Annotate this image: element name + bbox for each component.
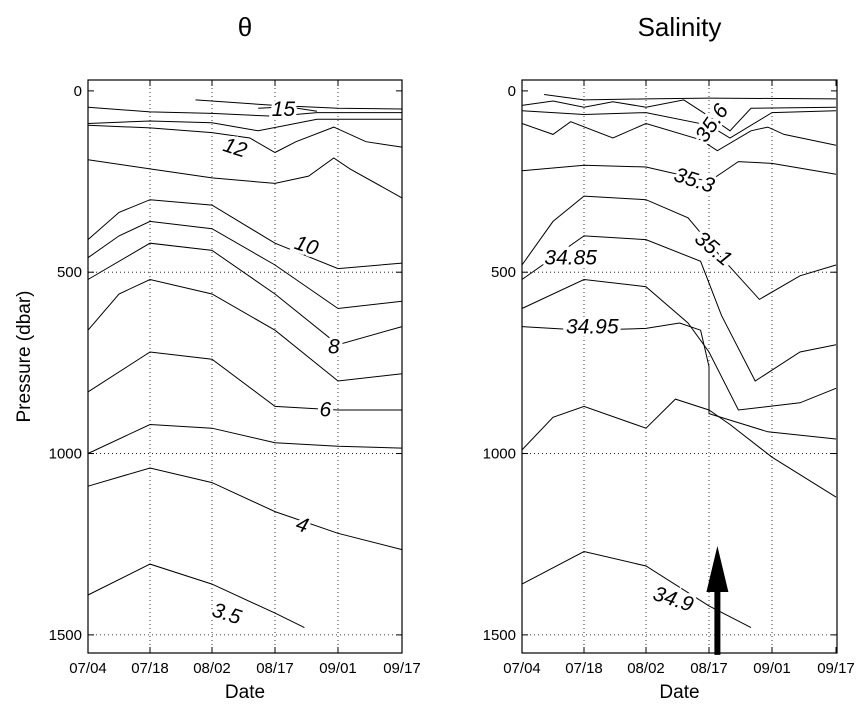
contour-line-35.3 [521,161,837,183]
plot-frame [87,79,403,654]
y-tick-label: 1000 [483,446,516,463]
contour-label: 4 [293,512,311,537]
contour-line-10 [87,199,403,270]
x-tick-label: 07/04 [503,660,541,677]
chart-title: Salinity [638,12,722,42]
contour-line-15 [195,99,403,110]
y-axis-label: Pressure (dbar) [14,291,35,423]
y-tick-label: 0 [508,83,516,100]
contour-label: 34.9 [650,582,696,617]
contour-line-35.4 [521,121,837,152]
contour-line-34.92 [521,398,837,498]
contour-line-6 [87,351,402,411]
contour-line-13 [87,118,402,132]
contour-line-35.7 [544,94,837,101]
x-tick-label: 08/17 [690,660,728,677]
x-tick-label: 08/17 [256,660,294,677]
y-tick-label: 1500 [483,627,516,644]
contour-label: 34.85 [544,247,597,270]
y-tick-label: 500 [491,264,516,281]
contour-line-12 [87,124,403,154]
contour-line-14 [87,106,402,117]
contour-label: 10 [292,231,322,260]
x-tick-label: 08/02 [193,660,231,677]
x-tick-label: 09/01 [319,660,357,677]
y-tick-label: 1000 [49,446,82,463]
contour-label: 35.1 [690,227,736,271]
x-tick-label: 09/17 [817,660,855,677]
contour-line-11 [87,157,403,199]
contour-line-35.1 [521,235,837,382]
contour-line-35.6 [521,99,837,132]
y-tick-label: 1500 [49,627,82,644]
contour-line-7 [87,278,403,382]
contour-line-34.9 [521,550,752,629]
y-tick-label: 500 [57,264,82,281]
contour-label: 6 [320,398,332,421]
x-tick-label: 07/18 [565,660,603,677]
contour-label: 35.3 [671,163,717,198]
contour-line-5 [87,423,403,454]
contour-label: 15 [272,98,296,121]
x-tick-label: 09/17 [383,660,421,677]
x-axis-label: Date [659,682,699,703]
contour-line-15b [258,106,318,112]
x-tick-label: 07/04 [69,660,107,677]
contour-line-35.0 [521,278,837,411]
x-tick-label: 07/18 [131,660,169,677]
contour-label: 3.5 [209,598,244,629]
arrow-head [706,546,729,593]
contour-label: 35.6 [691,100,733,147]
plot-frame [521,79,838,654]
contour-line-4 [87,467,403,551]
y-tick-label: 0 [74,83,82,100]
contour-line-3.5 [87,563,305,629]
salinity-panel: 07/04 07/18 08/02 08/17 09/01 09/17 0 500 1000 15… [483,12,855,703]
x-tick-label: 09/01 [753,660,791,677]
contour-line-35.2 [521,195,837,301]
contour-line-8 [87,242,403,346]
x-tick-label: 08/02 [627,660,665,677]
contour-line-34.95 [521,322,837,440]
x-axis-label: Date [225,682,265,703]
contour-line-9 [87,220,403,310]
contour-label: 8 [328,336,340,359]
contour-line-35.5 [521,110,837,139]
chart-title: θ [238,12,252,42]
contour-label: 34.95 [566,316,619,339]
theta-panel: 07/04 07/18 08/02 08/17 09/01 09/17 0 500 1000 15… [14,12,421,703]
